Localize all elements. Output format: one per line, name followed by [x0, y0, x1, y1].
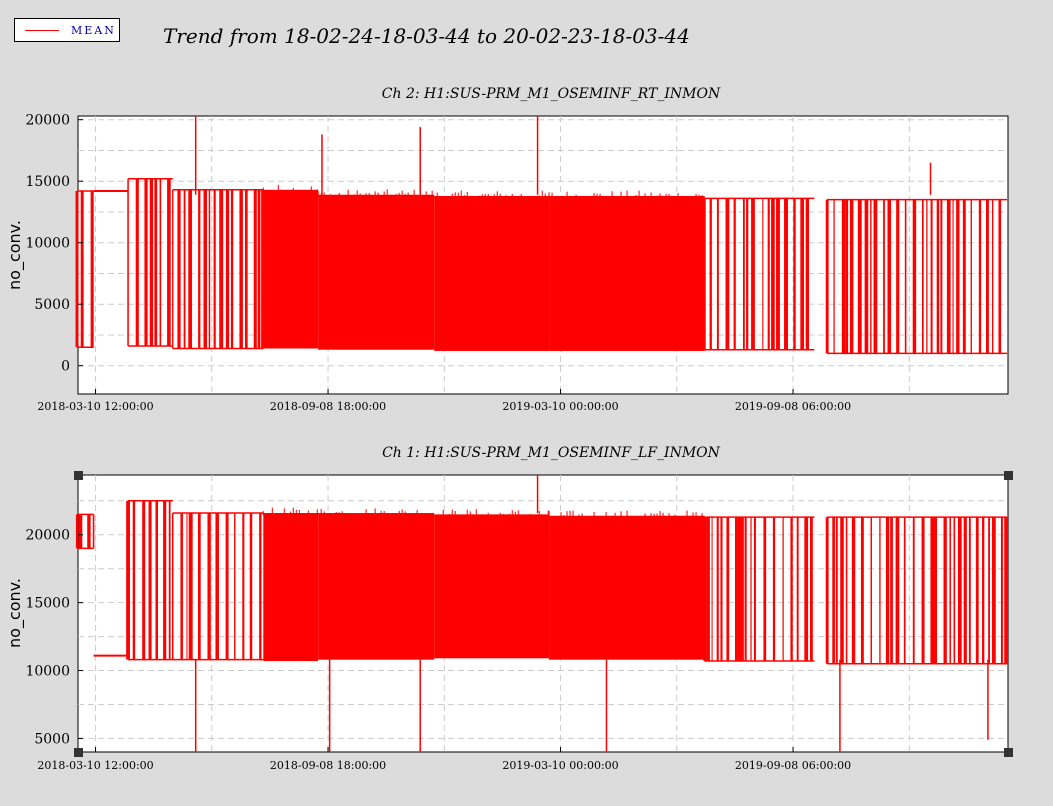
x-tick-label: 2019-09-08 06:00:00 — [735, 759, 851, 772]
x-tick-label: 2018-03-10 12:00:00 — [37, 759, 153, 772]
x-tick-label: 2019-03-10 00:00:00 — [502, 400, 618, 413]
x-tick-label: 2018-09-08 18:00:00 — [270, 759, 386, 772]
y-tick-label: 10000 — [25, 664, 70, 680]
series-band — [263, 513, 319, 662]
chart-title: Ch 1: H1:SUS-PRM_M1_OSEMINF_LF_INMON — [382, 445, 721, 461]
legend-line-swatch — [25, 30, 59, 31]
y-tick-label: 5000 — [34, 731, 70, 747]
y-tick-label: 0 — [61, 359, 70, 375]
x-tick-label: 2019-03-10 00:00:00 — [502, 759, 618, 772]
y-tick-label: 15000 — [25, 596, 70, 612]
x-tick-label: 2019-09-08 06:00:00 — [735, 400, 851, 413]
selection-handle[interactable] — [74, 471, 83, 480]
x-tick-label: 2018-03-10 12:00:00 — [37, 400, 153, 413]
series-band — [263, 189, 319, 349]
series-mean — [75, 116, 1008, 355]
series-band — [434, 514, 550, 659]
chart-title: Ch 2: H1:SUS-PRM_M1_OSEMINF_RT_INMON — [382, 86, 721, 102]
main-title: Trend from 18-02-24-18-03-44 to 20-02-23… — [163, 24, 690, 48]
series-band — [434, 195, 550, 351]
selection-handle[interactable] — [1004, 748, 1013, 757]
y-axis-label: no_conv. — [5, 578, 25, 648]
x-tick-label: 2018-09-08 18:00:00 — [270, 400, 386, 413]
series-band — [318, 513, 435, 660]
y-axis-label: no_conv. — [5, 220, 25, 290]
selection-handle[interactable] — [74, 748, 83, 757]
y-tick-label: 15000 — [25, 174, 70, 190]
series-mean — [75, 475, 1008, 752]
legend-box: MEAN — [14, 18, 120, 42]
series-band — [318, 194, 435, 350]
y-tick-label: 10000 — [25, 236, 70, 252]
legend-label: MEAN — [71, 24, 116, 37]
selection-handle[interactable] — [1004, 471, 1013, 480]
series-band — [549, 515, 705, 660]
series-band — [549, 195, 705, 351]
y-tick-label: 20000 — [25, 528, 70, 544]
chart-ch2-rt: 0 5000 10000 15000 20000 2018-03-10 12:00:00 2… — [5, 86, 1009, 413]
y-tick-label: 5000 — [34, 297, 70, 313]
y-tick-label: 20000 — [25, 113, 70, 129]
